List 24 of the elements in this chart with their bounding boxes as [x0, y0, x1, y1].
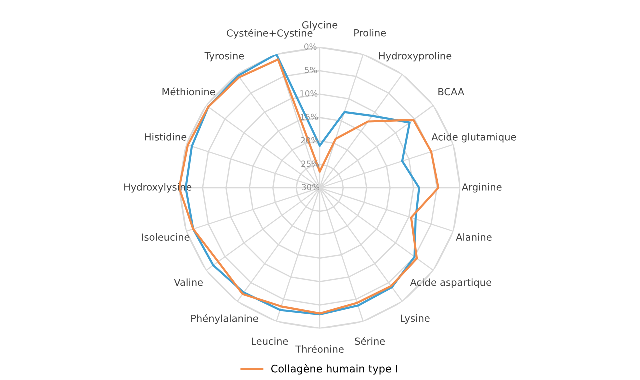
y-tick-label: 10% [300, 90, 318, 97]
spoke-label: Phénylalanine [192, 314, 258, 324]
spoke-label: Thréonine [296, 345, 344, 354]
spoke-label: Sérine [355, 337, 386, 346]
y-tick-label: 30% [302, 184, 320, 191]
spoke-label: Acide glutamique [432, 133, 516, 143]
spoke-label: Cystéine+Cystine [227, 29, 313, 39]
spoke-label: Méthionine [162, 88, 216, 96]
spoke-label: Histidine [145, 133, 187, 141]
spoke-label: Tyrosine [204, 52, 244, 62]
spoke-label: Acide aspartique [410, 278, 492, 288]
spoke-label: Valine [174, 278, 204, 286]
spoke-label: Isoleucine [142, 233, 190, 242]
spoke-label: Glycine [302, 21, 338, 31]
legend-label: Collagène humain type I [271, 364, 398, 375]
spoke-label: Lysine [401, 314, 430, 324]
y-tick-label: 5% [305, 67, 318, 74]
spoke-label: Alanine [456, 233, 492, 242]
y-tick-label: 0% [304, 44, 317, 50]
spoke-label: BCAA [438, 88, 465, 96]
spoke-label: Leucine [252, 338, 288, 346]
spoke-label: Proline [354, 29, 386, 37]
spoke-label: Arginine [462, 183, 502, 193]
spoke-label: Hydroxyproline [379, 52, 452, 62]
